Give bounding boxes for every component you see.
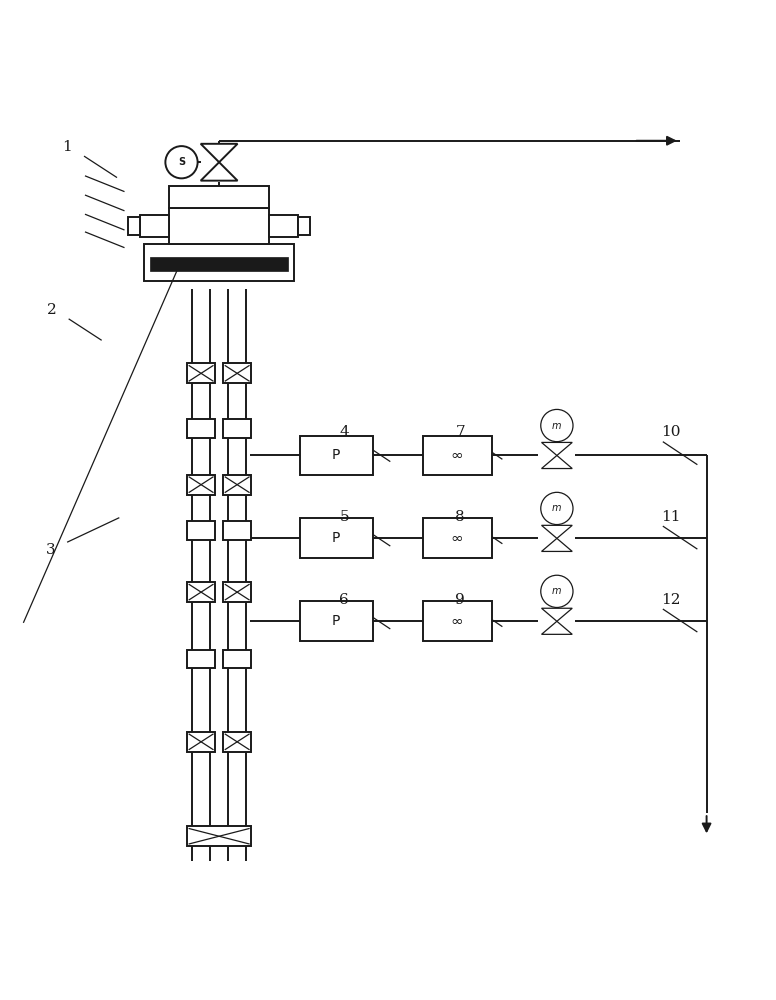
Bar: [140, 215, 169, 237]
Polygon shape: [542, 538, 572, 551]
Bar: [300, 601, 372, 641]
Bar: [298, 217, 310, 235]
Bar: [223, 650, 251, 668]
Polygon shape: [201, 162, 237, 181]
Bar: [187, 732, 215, 752]
Bar: [187, 475, 215, 495]
Text: 10: 10: [660, 425, 681, 439]
Text: 5: 5: [339, 510, 349, 524]
Text: 11: 11: [660, 510, 681, 524]
Bar: [128, 217, 140, 235]
Bar: [423, 518, 492, 558]
Circle shape: [165, 146, 198, 178]
Text: S: S: [178, 157, 185, 167]
Text: P: P: [332, 614, 341, 628]
Text: P: P: [332, 531, 341, 545]
Text: 12: 12: [660, 593, 681, 607]
Text: 9: 9: [456, 593, 465, 607]
Text: 6: 6: [339, 593, 349, 607]
Polygon shape: [542, 621, 572, 634]
Polygon shape: [542, 525, 572, 538]
Circle shape: [541, 575, 573, 607]
Text: 8: 8: [456, 510, 465, 524]
Bar: [187, 521, 215, 540]
Text: ∞: ∞: [451, 614, 463, 629]
Bar: [187, 826, 251, 846]
Bar: [423, 601, 492, 641]
Bar: [223, 582, 251, 602]
Circle shape: [541, 492, 573, 525]
Text: m: m: [553, 503, 562, 513]
Bar: [223, 732, 251, 752]
Bar: [144, 244, 294, 281]
Text: 3: 3: [46, 543, 55, 557]
Bar: [223, 521, 251, 540]
Text: 4: 4: [339, 425, 349, 439]
Polygon shape: [201, 144, 237, 162]
Bar: [169, 186, 269, 208]
Text: 2: 2: [47, 303, 57, 317]
Polygon shape: [542, 608, 572, 621]
Polygon shape: [542, 455, 572, 469]
Text: 1: 1: [62, 140, 72, 154]
Polygon shape: [542, 442, 572, 455]
Bar: [223, 475, 251, 495]
Bar: [423, 436, 492, 475]
Bar: [187, 582, 215, 602]
Bar: [187, 363, 215, 383]
Bar: [300, 518, 372, 558]
Text: P: P: [332, 448, 341, 462]
Text: m: m: [553, 421, 562, 431]
Text: ∞: ∞: [451, 448, 463, 463]
Bar: [187, 650, 215, 668]
Circle shape: [541, 409, 573, 442]
Bar: [187, 419, 215, 438]
Bar: [223, 419, 251, 438]
Text: ∞: ∞: [451, 531, 463, 546]
Bar: [151, 257, 288, 271]
Bar: [223, 363, 251, 383]
Bar: [169, 208, 269, 244]
Text: m: m: [553, 586, 562, 596]
Text: 7: 7: [456, 425, 465, 439]
Bar: [300, 436, 372, 475]
Bar: [269, 215, 298, 237]
